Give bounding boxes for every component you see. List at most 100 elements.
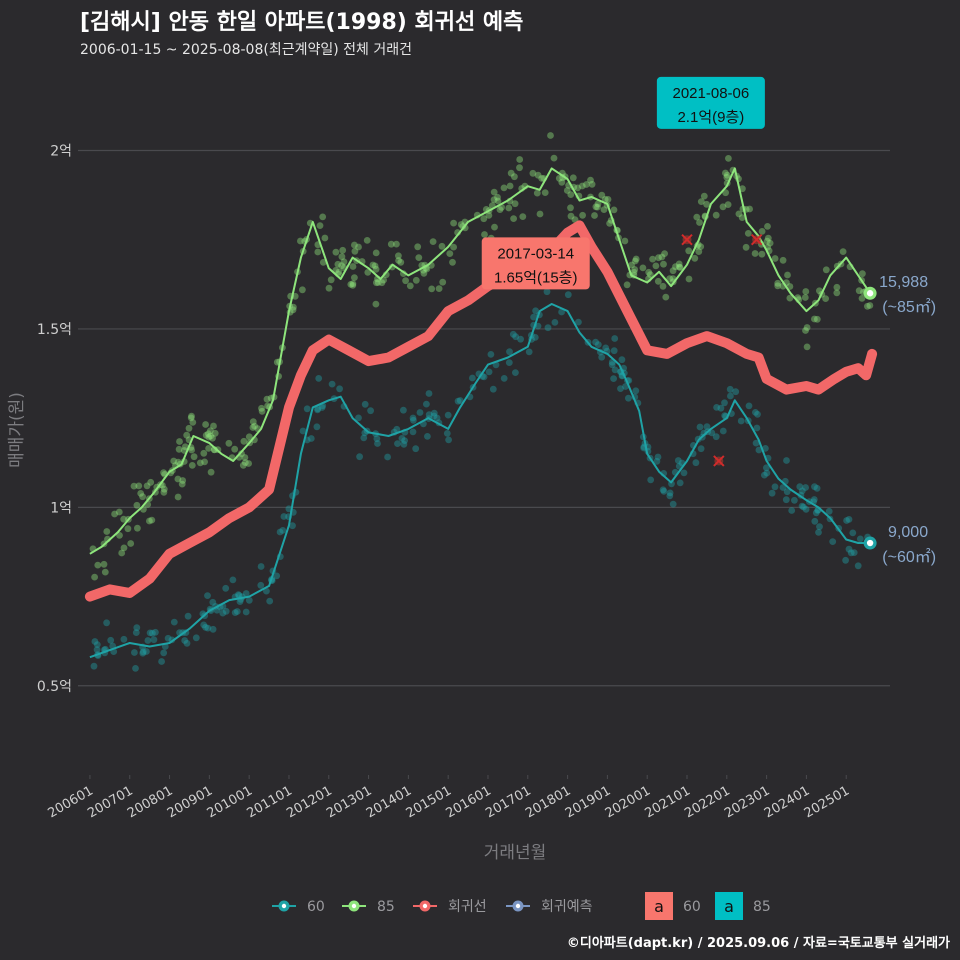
scatter-point xyxy=(555,174,563,182)
scatter-point xyxy=(660,260,667,268)
scatter-point xyxy=(845,545,853,553)
scatter-point xyxy=(655,254,662,262)
trend-line-85 xyxy=(89,167,871,555)
scatter-point xyxy=(866,302,874,309)
scatter-point xyxy=(822,295,829,302)
scatter-point xyxy=(139,648,147,656)
highlight-x-mark xyxy=(713,455,725,467)
legend: 60 85 회귀선 회귀예측 a 60 a 85 xyxy=(272,892,771,920)
scatter-point xyxy=(617,385,624,392)
scatter-point xyxy=(459,223,467,230)
scatter-point xyxy=(133,501,141,509)
legend-key-center xyxy=(351,903,357,909)
scatter-point xyxy=(717,404,725,412)
scatter-point xyxy=(395,252,402,260)
scatter-point xyxy=(784,271,791,279)
scatter-point xyxy=(183,431,191,439)
scatter-point xyxy=(669,500,677,508)
chart-subtitle: 2006-01-15 ~ 2025-08-08(최근계약일) 전체 거래건 xyxy=(80,42,412,58)
scatter-point xyxy=(676,263,683,271)
scatter-point xyxy=(249,424,257,431)
scatter-point xyxy=(659,282,667,290)
scatter-point xyxy=(205,433,213,441)
legend-label: 회귀선 xyxy=(448,899,487,915)
scatter-point xyxy=(188,412,195,420)
scatter-point xyxy=(204,624,212,632)
scatter-point xyxy=(611,335,619,342)
scatter-point xyxy=(719,427,727,435)
scatter-point xyxy=(170,457,178,465)
scatter-point xyxy=(786,294,794,302)
scatter-point xyxy=(231,609,239,616)
scatter-point xyxy=(170,618,178,626)
highlight-markers xyxy=(681,234,763,467)
scatter-point xyxy=(621,237,629,245)
scatter-point xyxy=(829,538,837,545)
scatter-point xyxy=(583,181,590,188)
scatter-point xyxy=(697,198,705,206)
scatter-point xyxy=(753,424,761,432)
scatter-point xyxy=(160,485,168,493)
y-tick-label: 1.5억 xyxy=(37,322,72,338)
scatter-point xyxy=(506,182,514,190)
scatter-point xyxy=(316,222,324,230)
scatter-point xyxy=(696,219,703,226)
scatter-point xyxy=(592,338,599,346)
scatter-point xyxy=(139,649,147,657)
scatter-point xyxy=(494,197,502,205)
scatter-point xyxy=(101,568,109,576)
legend-label: 60 xyxy=(307,899,325,915)
scatter-point xyxy=(779,256,787,264)
scatter-point xyxy=(143,482,151,490)
scatter-point xyxy=(349,280,357,288)
scatter-point xyxy=(676,264,684,271)
chart-title: [김해시] 안동 한일 아파트(1998) 회귀선 예측 xyxy=(80,10,523,35)
scatter-point xyxy=(319,259,327,266)
scatter-point xyxy=(696,423,704,431)
scatter-point xyxy=(547,132,554,139)
scatter-point xyxy=(369,261,377,269)
scatter-point xyxy=(534,171,542,179)
scatter-point xyxy=(393,240,400,248)
scatter-point xyxy=(152,628,159,636)
scatter-point xyxy=(782,496,790,504)
scatter-point xyxy=(752,409,759,416)
legend-label: 85 xyxy=(377,899,395,915)
scatter-point xyxy=(321,234,329,242)
scatter-point xyxy=(202,421,210,428)
scatter-point xyxy=(415,254,423,261)
legend-label-swatch xyxy=(645,892,673,920)
scatter-point xyxy=(303,405,311,413)
scatter-point xyxy=(695,248,703,256)
scatter-point xyxy=(209,434,216,442)
scatter-point xyxy=(134,524,141,532)
scatter-point xyxy=(764,234,772,242)
scatter-point xyxy=(150,636,158,644)
scatter-point xyxy=(506,348,513,356)
scatter-point xyxy=(854,562,862,570)
scatter-point xyxy=(652,262,660,270)
scatter-point xyxy=(685,247,693,255)
scatter-point xyxy=(847,549,855,557)
scatter-point xyxy=(318,404,326,411)
scatter-point xyxy=(400,406,407,414)
scatter-point xyxy=(594,203,601,211)
scatter-point xyxy=(245,433,253,441)
scatter-point xyxy=(564,291,572,299)
scatter-point xyxy=(279,527,287,534)
scatter-point xyxy=(355,243,362,251)
scatter-point xyxy=(444,411,452,419)
legend-label-swatch xyxy=(715,892,743,920)
scatter-point xyxy=(494,193,501,201)
scatter-point xyxy=(394,440,401,447)
scatter-point xyxy=(338,253,346,261)
scatter-point xyxy=(802,288,810,295)
scatter-point xyxy=(815,529,822,536)
scatter-point xyxy=(120,515,128,523)
scatter-point xyxy=(130,482,138,490)
scatter-point xyxy=(335,268,343,276)
scatter-point xyxy=(691,254,699,262)
scatter-point xyxy=(456,397,464,404)
scatter-point xyxy=(762,445,769,452)
scatter-point xyxy=(763,237,771,245)
